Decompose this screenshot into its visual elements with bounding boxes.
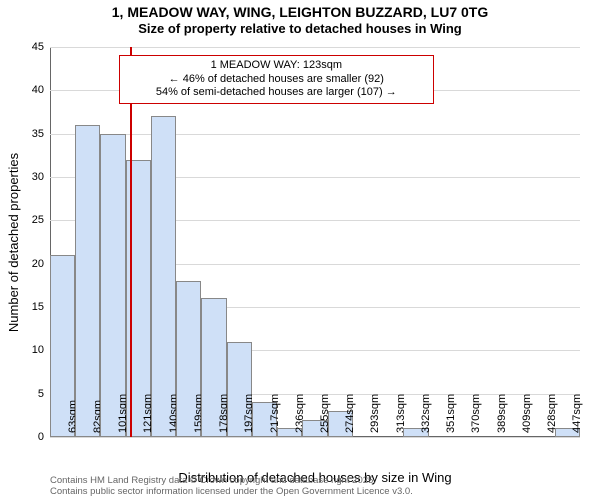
title-line1: 1, MEADOW WAY, WING, LEIGHTON BUZZARD, L… bbox=[0, 4, 600, 20]
x-tick: 332sqm bbox=[420, 394, 432, 433]
chart-container: 1, MEADOW WAY, WING, LEIGHTON BUZZARD, L… bbox=[0, 0, 600, 500]
y-tick: 20 bbox=[20, 258, 44, 270]
y-tick: 15 bbox=[20, 301, 44, 313]
title-line2: Size of property relative to detached ho… bbox=[0, 21, 600, 36]
x-tick: 274sqm bbox=[344, 394, 356, 433]
x-tick: 313sqm bbox=[395, 394, 407, 433]
y-tick: 30 bbox=[20, 171, 44, 183]
x-tick: 409sqm bbox=[521, 394, 533, 433]
y-tick: 40 bbox=[20, 84, 44, 96]
footnote-line2: Contains public sector information licen… bbox=[50, 487, 590, 498]
y-axis-label: Number of detached properties bbox=[6, 47, 22, 437]
y-tick: 5 bbox=[20, 388, 44, 400]
plot-area: 05101520253035404563sqm82sqm101sqm121sqm… bbox=[50, 47, 580, 437]
bar bbox=[100, 134, 125, 437]
x-tick: 351sqm bbox=[445, 394, 457, 433]
y-tick: 35 bbox=[20, 128, 44, 140]
y-tick: 10 bbox=[20, 344, 44, 356]
annotation-line2: ← 46% of detached houses are smaller (92… bbox=[128, 73, 425, 87]
marker-line bbox=[130, 47, 132, 437]
x-tick: 428sqm bbox=[546, 394, 558, 433]
footnote: Contains HM Land Registry data © Crown c… bbox=[50, 476, 590, 498]
annotation-box: 1 MEADOW WAY: 123sqm← 46% of detached ho… bbox=[119, 55, 434, 104]
bar bbox=[75, 125, 100, 437]
title-block: 1, MEADOW WAY, WING, LEIGHTON BUZZARD, L… bbox=[0, 4, 600, 36]
x-tick: 293sqm bbox=[369, 394, 381, 433]
x-tick: 370sqm bbox=[470, 394, 482, 433]
x-tick: 447sqm bbox=[571, 394, 583, 433]
annotation-line1: 1 MEADOW WAY: 123sqm bbox=[128, 59, 425, 73]
y-tick: 0 bbox=[20, 431, 44, 443]
y-tick: 25 bbox=[20, 214, 44, 226]
x-tick: 217sqm bbox=[269, 394, 281, 433]
annotation-line3: 54% of semi-detached houses are larger (… bbox=[128, 86, 425, 100]
grid-line bbox=[50, 437, 580, 438]
x-tick: 389sqm bbox=[496, 394, 508, 433]
y-tick: 45 bbox=[20, 41, 44, 53]
bar bbox=[151, 116, 176, 437]
